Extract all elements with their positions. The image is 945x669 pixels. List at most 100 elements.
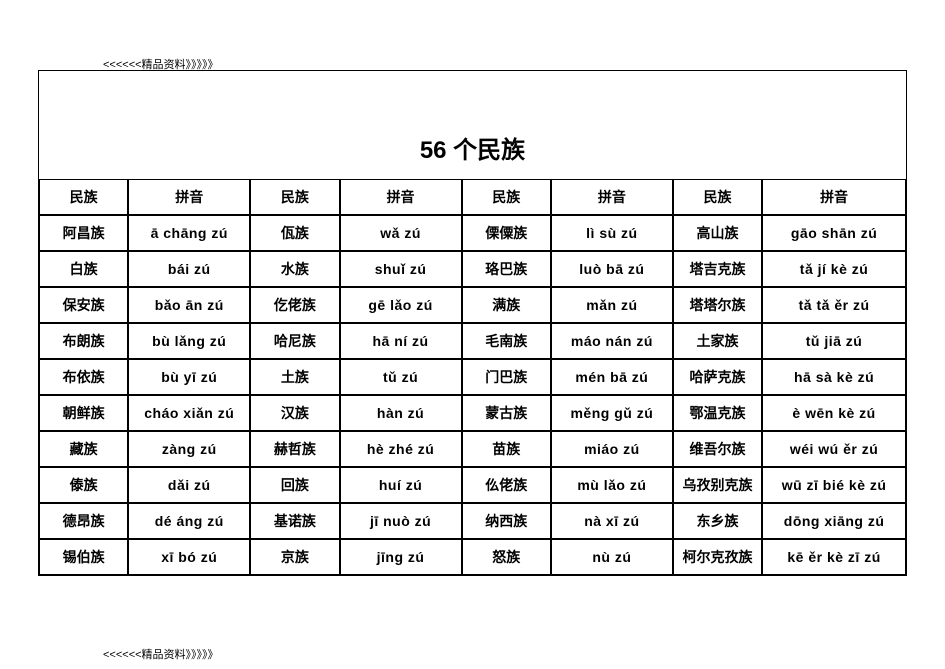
cell-name: 阿昌族 [39, 215, 128, 251]
col-header-name: 民族 [39, 179, 128, 215]
cell-pinyin: luò bā zú [551, 251, 673, 287]
cell-name: 锡伯族 [39, 539, 128, 575]
col-header-pinyin: 拼音 [340, 179, 462, 215]
cell-pinyin: wū zī bié kè zú [762, 467, 906, 503]
cell-name: 塔塔尔族 [673, 287, 762, 323]
cell-name: 珞巴族 [462, 251, 551, 287]
cell-pinyin: wéi wú ěr zú [762, 431, 906, 467]
cell-pinyin: wǎ zú [340, 215, 462, 251]
table-row: 白族 bái zú 水族 shuǐ zú 珞巴族 luò bā zú 塔吉克族 … [39, 251, 906, 287]
cell-name: 水族 [250, 251, 339, 287]
col-header-name: 民族 [462, 179, 551, 215]
cell-name: 朝鲜族 [39, 395, 128, 431]
cell-name: 塔吉克族 [673, 251, 762, 287]
table-row: 阿昌族 ā chāng zú 佤族 wǎ zú 傈僳族 lì sù zú 高山族… [39, 215, 906, 251]
watermark-bottom: <<<<<<精品资料》》》》》 [103, 646, 219, 662]
cell-pinyin: hè zhé zú [340, 431, 462, 467]
page-title: 56 个民族 [420, 130, 525, 165]
cell-name: 满族 [462, 287, 551, 323]
cell-name: 土族 [250, 359, 339, 395]
col-header-pinyin: 拼音 [128, 179, 250, 215]
cell-pinyin: gāo shān zú [762, 215, 906, 251]
cell-pinyin: è wēn kè zú [762, 395, 906, 431]
cell-pinyin: nù zú [551, 539, 673, 575]
title-area: 56 个民族 [39, 71, 906, 179]
cell-pinyin: hā ní zú [340, 323, 462, 359]
cell-name: 佤族 [250, 215, 339, 251]
cell-name: 仡佬族 [250, 287, 339, 323]
cell-name: 白族 [39, 251, 128, 287]
cell-pinyin: ā chāng zú [128, 215, 250, 251]
cell-name: 仫佬族 [462, 467, 551, 503]
cell-name: 保安族 [39, 287, 128, 323]
cell-pinyin: jī nuò zú [340, 503, 462, 539]
cell-pinyin: bù lǎng zú [128, 323, 250, 359]
document-frame: 56 个民族 民族 拼音 民族 拼音 民族 拼音 民族 拼音 [38, 70, 907, 576]
cell-pinyin: shuǐ zú [340, 251, 462, 287]
cell-pinyin: tǎ jí kè zú [762, 251, 906, 287]
cell-pinyin: hā sà kè zú [762, 359, 906, 395]
cell-pinyin: bǎo ān zú [128, 287, 250, 323]
cell-name: 土家族 [673, 323, 762, 359]
cell-pinyin: bái zú [128, 251, 250, 287]
cell-pinyin: zàng zú [128, 431, 250, 467]
col-header-name: 民族 [673, 179, 762, 215]
cell-pinyin: mǎn zú [551, 287, 673, 323]
cell-name: 毛南族 [462, 323, 551, 359]
cell-name: 怒族 [462, 539, 551, 575]
cell-pinyin: nà xī zú [551, 503, 673, 539]
cell-pinyin: tǎ tǎ ěr zú [762, 287, 906, 323]
cell-name: 赫哲族 [250, 431, 339, 467]
col-header-name: 民族 [250, 179, 339, 215]
cell-pinyin: mù lǎo zú [551, 467, 673, 503]
cell-name: 哈尼族 [250, 323, 339, 359]
cell-pinyin: máo nán zú [551, 323, 673, 359]
cell-name: 柯尔克孜族 [673, 539, 762, 575]
cell-pinyin: tǔ jiā zú [762, 323, 906, 359]
ethnic-groups-table: 民族 拼音 民族 拼音 民族 拼音 民族 拼音 阿昌族 ā chāng zú 佤… [39, 179, 906, 575]
table-row: 锡伯族 xī bó zú 京族 jīng zú 怒族 nù zú 柯尔克孜族 k… [39, 539, 906, 575]
cell-pinyin: tǔ zú [340, 359, 462, 395]
cell-name: 布依族 [39, 359, 128, 395]
cell-name: 德昂族 [39, 503, 128, 539]
cell-pinyin: cháo xiǎn zú [128, 395, 250, 431]
cell-pinyin: hàn zú [340, 395, 462, 431]
cell-pinyin: dǎi zú [128, 467, 250, 503]
cell-name: 苗族 [462, 431, 551, 467]
cell-pinyin: kē ěr kè zī zú [762, 539, 906, 575]
cell-name: 回族 [250, 467, 339, 503]
table-row: 保安族 bǎo ān zú 仡佬族 gē lǎo zú 满族 mǎn zú 塔塔… [39, 287, 906, 323]
cell-name: 京族 [250, 539, 339, 575]
cell-name: 布朗族 [39, 323, 128, 359]
cell-pinyin: miáo zú [551, 431, 673, 467]
table-header-row: 民族 拼音 民族 拼音 民族 拼音 民族 拼音 [39, 179, 906, 215]
cell-name: 傣族 [39, 467, 128, 503]
cell-name: 哈萨克族 [673, 359, 762, 395]
table-row: 布朗族 bù lǎng zú 哈尼族 hā ní zú 毛南族 máo nán … [39, 323, 906, 359]
table-body: 阿昌族 ā chāng zú 佤族 wǎ zú 傈僳族 lì sù zú 高山族… [39, 215, 906, 575]
cell-name: 基诺族 [250, 503, 339, 539]
cell-pinyin: měng gǔ zú [551, 395, 673, 431]
cell-name: 东乡族 [673, 503, 762, 539]
cell-pinyin: mén bā zú [551, 359, 673, 395]
cell-name: 乌孜别克族 [673, 467, 762, 503]
page: <<<<<<精品资料》》》》》 56 个民族 民族 拼音 民族 拼音 民族 拼音 [0, 0, 945, 669]
table-row: 傣族 dǎi zú 回族 huí zú 仫佬族 mù lǎo zú 乌孜别克族 … [39, 467, 906, 503]
cell-pinyin: gē lǎo zú [340, 287, 462, 323]
cell-name: 蒙古族 [462, 395, 551, 431]
cell-name: 纳西族 [462, 503, 551, 539]
cell-name: 藏族 [39, 431, 128, 467]
col-header-pinyin: 拼音 [551, 179, 673, 215]
table-row: 布依族 bù yī zú 土族 tǔ zú 门巴族 mén bā zú 哈萨克族… [39, 359, 906, 395]
table-row: 德昂族 dé áng zú 基诺族 jī nuò zú 纳西族 nà xī zú… [39, 503, 906, 539]
cell-pinyin: dé áng zú [128, 503, 250, 539]
cell-pinyin: bù yī zú [128, 359, 250, 395]
cell-name: 维吾尔族 [673, 431, 762, 467]
cell-name: 鄂温克族 [673, 395, 762, 431]
cell-name: 汉族 [250, 395, 339, 431]
cell-pinyin: huí zú [340, 467, 462, 503]
table-row: 藏族 zàng zú 赫哲族 hè zhé zú 苗族 miáo zú 维吾尔族… [39, 431, 906, 467]
cell-pinyin: lì sù zú [551, 215, 673, 251]
cell-pinyin: jīng zú [340, 539, 462, 575]
table-row: 朝鲜族 cháo xiǎn zú 汉族 hàn zú 蒙古族 měng gǔ z… [39, 395, 906, 431]
